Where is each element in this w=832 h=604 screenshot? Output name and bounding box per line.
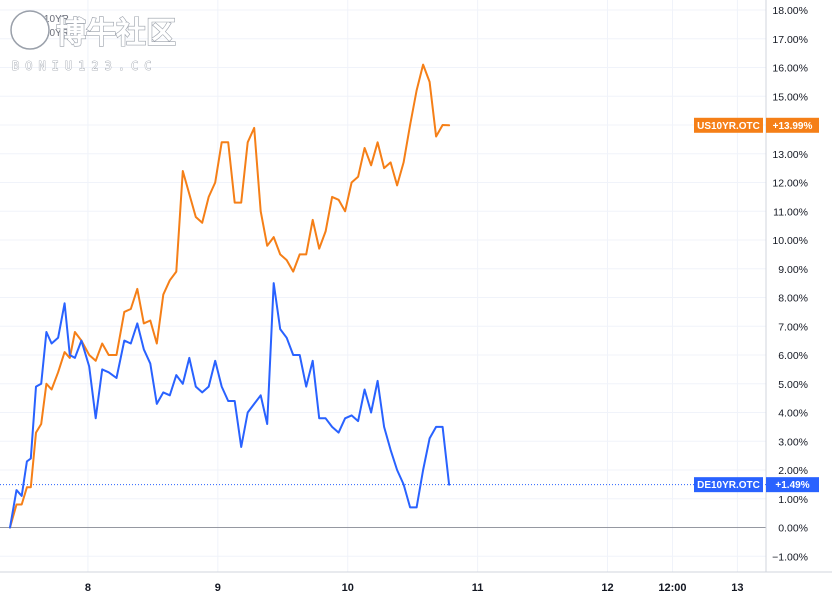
watermark-logo-icon	[10, 10, 50, 50]
y-tick-label: 15.00%	[772, 91, 808, 103]
watermark: 博牛社区 BONIU123.CC	[10, 10, 177, 73]
y-tick-label: 6.00%	[778, 350, 808, 362]
x-tick-label: 13	[731, 582, 743, 594]
y-tick-label: 18.00%	[772, 5, 808, 17]
y-tick-label: 13.00%	[772, 149, 808, 161]
y-tick-label: 12.00%	[772, 178, 808, 190]
x-tick-label: 12:00	[658, 582, 686, 594]
series-name-label: US10YR.OTC	[697, 121, 760, 132]
x-tick-label: 8	[85, 582, 91, 594]
y-tick-label: 10.00%	[772, 235, 808, 247]
y-tick-label: 17.00%	[772, 34, 808, 46]
x-tick-label: 10	[342, 582, 354, 594]
y-tick-label: 1.00%	[778, 494, 808, 506]
last-value-label: +1.49%	[775, 480, 809, 491]
y-tick-label: 0.00%	[778, 523, 808, 535]
legend-item-de10yr[interactable]: DE10YR	[30, 28, 69, 39]
y-tick-label: 5.00%	[778, 379, 808, 391]
x-tick-label: 12	[601, 582, 613, 594]
x-tick-label: 9	[215, 582, 221, 594]
y-tick-label: 16.00%	[772, 63, 808, 75]
y-tick-label: 8.00%	[778, 293, 808, 305]
legend[interactable]: US10YR DE10YR	[30, 14, 69, 39]
series-line-us10yr-otc[interactable]	[9, 63, 451, 529]
last-value-badges: US10YR.OTC +13.99% DE10YR.OTC +1.49%	[694, 117, 819, 493]
watermark-subtitle: BONIU123.CC	[12, 59, 157, 73]
y-tick-label: −1.00%	[772, 551, 808, 563]
y-tick-label: 3.00%	[778, 436, 808, 448]
watermark-title: 博牛社区	[56, 16, 176, 51]
price-axis[interactable]: −1.00% 0.00% 1.00% 2.00% 3.00% 4.00% 5.00% 6.00…	[772, 5, 808, 563]
series-name-label: DE10YR.OTC	[697, 480, 760, 491]
y-tick-label: 4.00%	[778, 408, 808, 420]
y-tick-label: 9.00%	[778, 264, 808, 276]
time-axis[interactable]: 8 9 10 11 12 12:00 13	[85, 582, 744, 594]
x-tick-label: 11	[472, 582, 484, 594]
last-value-label: +13.99%	[773, 121, 813, 132]
grid-lines	[0, 0, 766, 572]
legend-item-us10yr[interactable]: US10YR	[30, 14, 69, 25]
y-tick-label: 11.00%	[773, 206, 808, 218]
last-value-badge	[766, 117, 819, 133]
last-value-badge	[766, 477, 819, 493]
series-name-badge	[694, 117, 763, 133]
y-tick-label: 2.00%	[778, 465, 808, 477]
series-line-de10yr-otc[interactable]	[9, 282, 451, 529]
series-name-badge	[694, 477, 763, 493]
y-tick-label: 7.00%	[778, 321, 808, 333]
series-layer	[9, 63, 451, 529]
